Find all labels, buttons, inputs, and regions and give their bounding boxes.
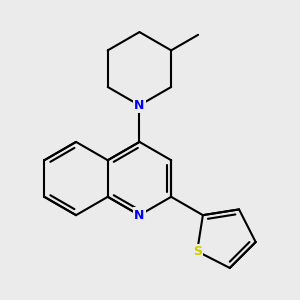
- Text: N: N: [134, 99, 145, 112]
- Text: S: S: [193, 245, 202, 258]
- Text: N: N: [134, 208, 145, 222]
